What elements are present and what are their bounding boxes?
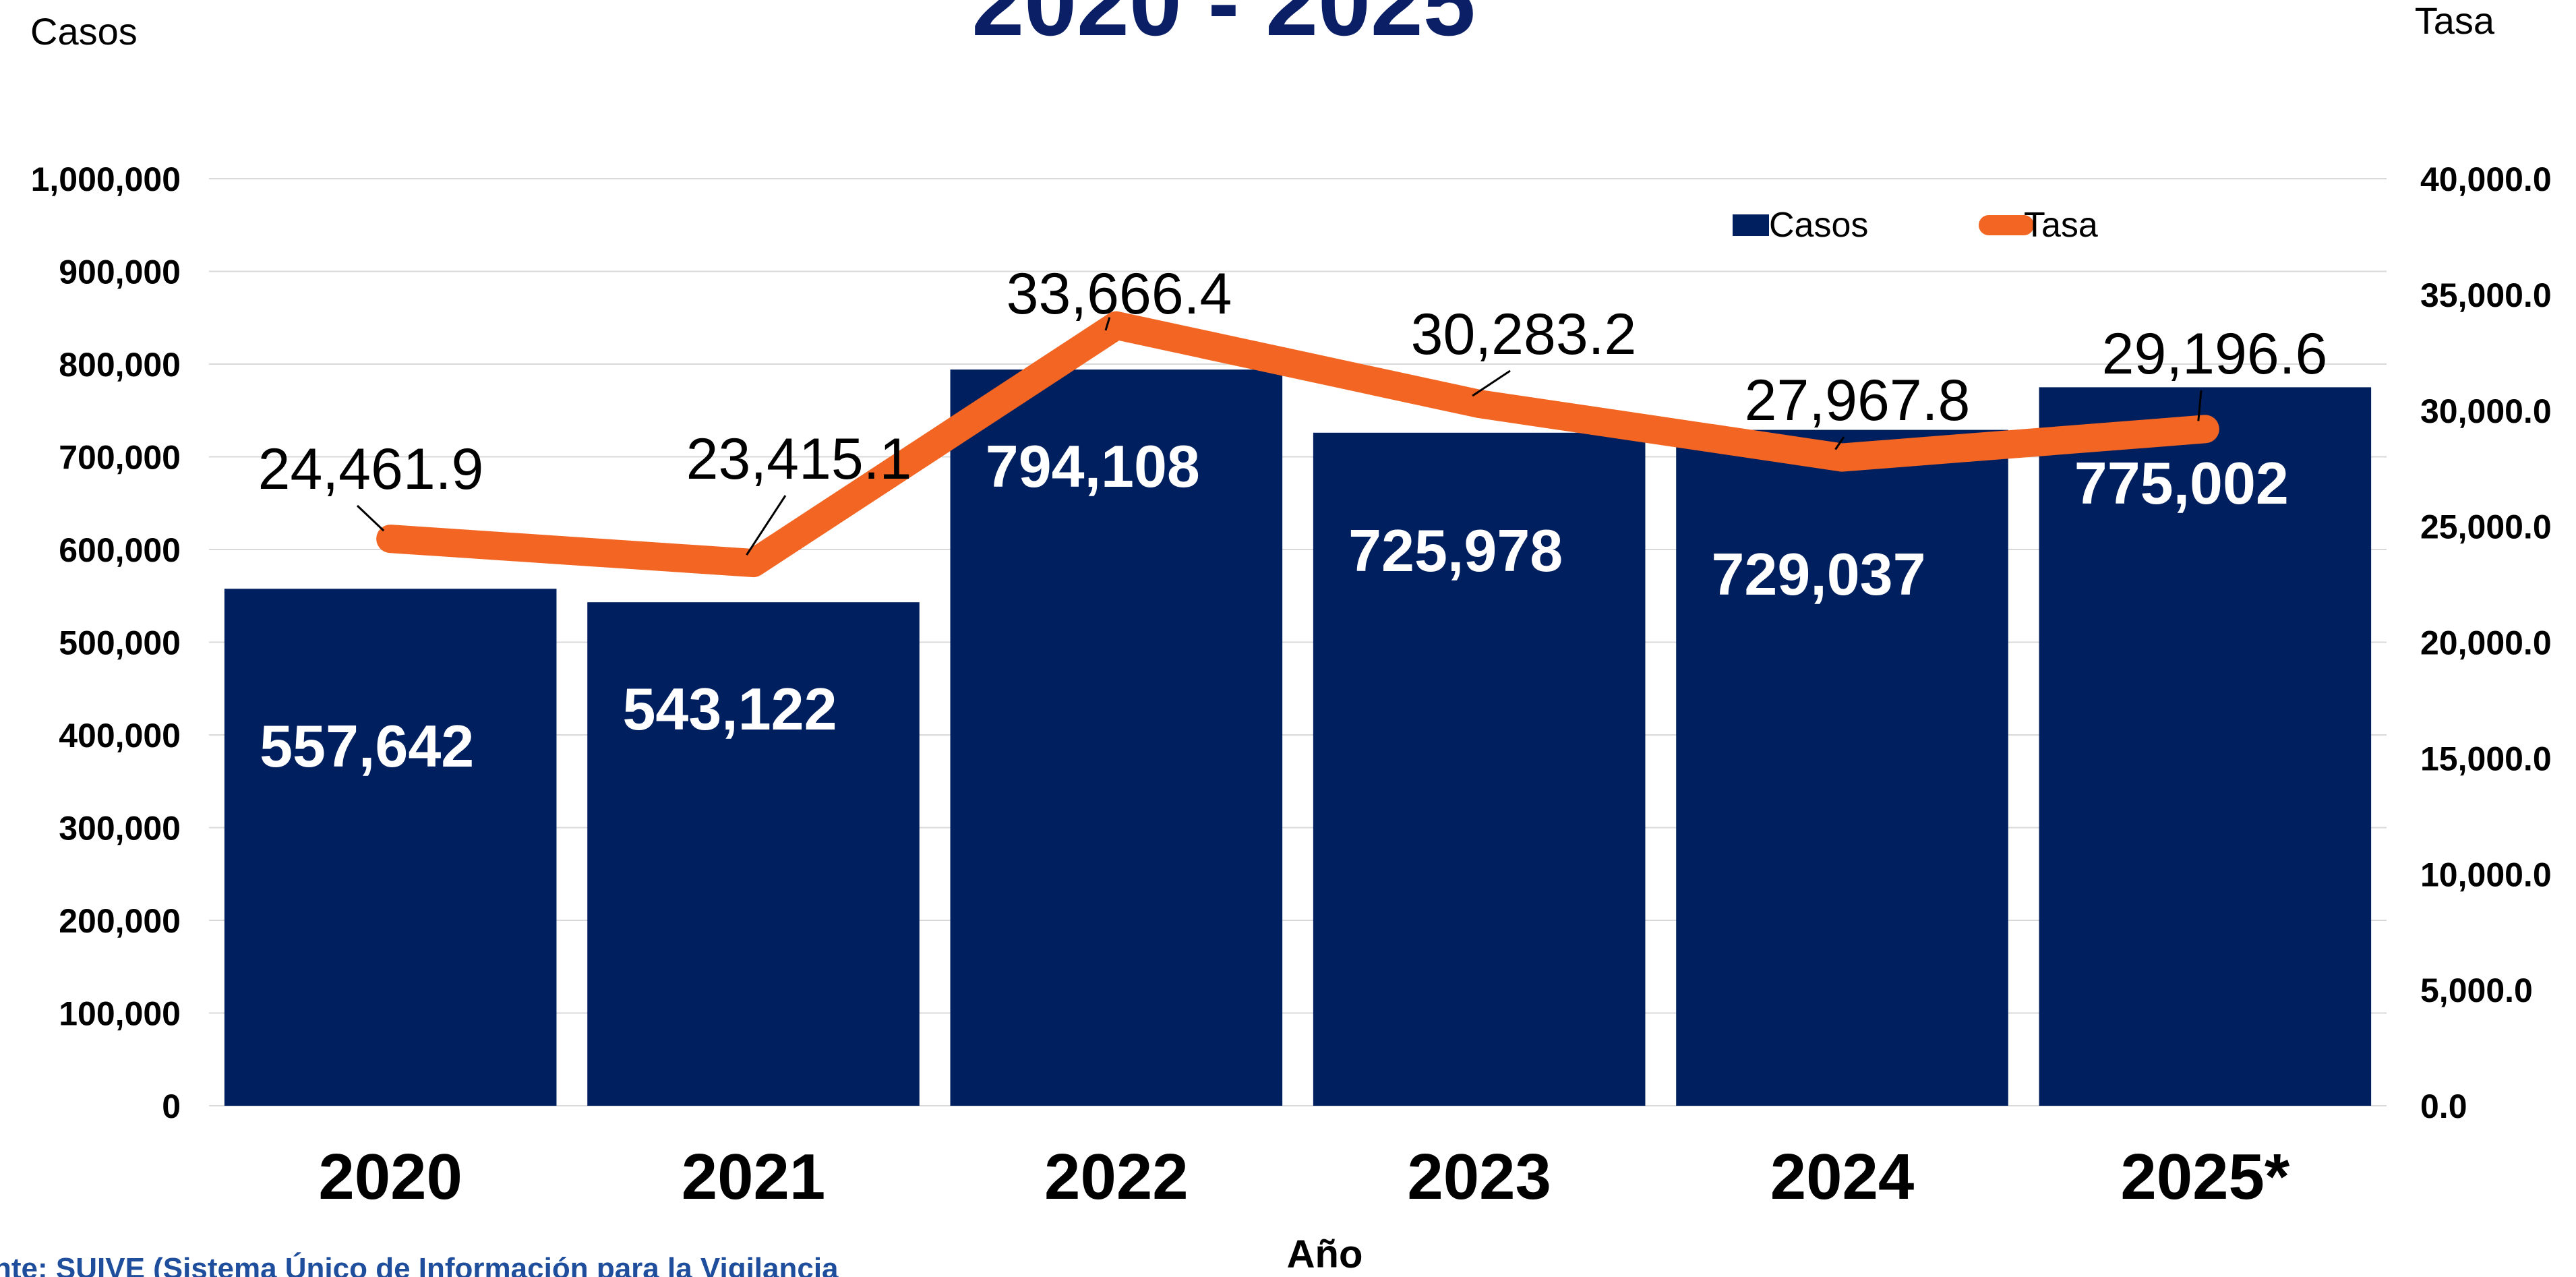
right-axis-ticks: 0.0 5,000.0 10,000.0 15,000.0 20,000.0 25,000… <box>2420 160 2552 1125</box>
bar-value-label: 557,642 <box>260 713 474 779</box>
bar-value-label: 794,108 <box>986 433 1200 500</box>
legend: Casos Tasa <box>1733 206 2098 245</box>
category-label: 2021 <box>682 1141 826 1213</box>
left-tick-label: 1,000,000 <box>31 160 181 198</box>
right-tick-label: 25,000.0 <box>2420 508 2552 546</box>
rate-value-label: 27,967.8 <box>1745 368 1971 433</box>
bar-value-label: 543,122 <box>622 676 837 742</box>
bar <box>587 602 920 1106</box>
rate-label-leader <box>2197 390 2203 421</box>
right-tick-label: 0.0 <box>2420 1088 2467 1125</box>
rate-series-line <box>376 311 2219 578</box>
bar-labels: 557,642 543,122 794,108 725,978 729,037 775,0… <box>260 433 2289 779</box>
rate-label-leader <box>1104 317 1111 331</box>
source-note: nte: SUIVE (Sistema Único de Información… <box>0 1251 839 1277</box>
rate-label-leader <box>1834 436 1845 450</box>
bar-value-label: 725,978 <box>1348 517 1563 584</box>
legend-casos-swatch <box>1733 214 1769 236</box>
rate-line <box>376 311 2219 578</box>
right-tick-label: 20,000.0 <box>2420 624 2552 662</box>
bars <box>224 369 2372 1106</box>
legend-tasa-label: Tasa <box>2024 206 2098 245</box>
left-tick-label: 500,000 <box>59 624 181 662</box>
right-tick-label: 30,000.0 <box>2420 392 2552 430</box>
left-tick-label: 900,000 <box>59 254 181 291</box>
bar-value-label: 729,037 <box>1711 541 1925 607</box>
left-tick-label: 300,000 <box>59 810 181 848</box>
rate-value-label: 33,666.4 <box>1007 262 1232 326</box>
left-tick-label: 100,000 <box>59 995 181 1033</box>
right-tick-label: 15,000.0 <box>2420 740 2552 777</box>
category-label: 2020 <box>318 1141 462 1213</box>
left-tick-label: 700,000 <box>59 439 181 477</box>
rate-value-label: 30,283.2 <box>1411 302 1637 367</box>
bar <box>950 369 1283 1106</box>
bar <box>1676 429 2008 1106</box>
right-tick-label: 40,000.0 <box>2420 160 2552 198</box>
left-tick-label: 200,000 <box>59 902 181 940</box>
rate-value-label: 24,461.9 <box>258 437 484 502</box>
rate-label-leader <box>356 504 385 532</box>
category-label: 2023 <box>1407 1141 1551 1213</box>
rate-label-leader <box>1472 369 1511 397</box>
right-tick-label: 35,000.0 <box>2420 276 2552 314</box>
bar <box>1313 432 1646 1106</box>
category-labels: 2020 2021 2022 2023 2024 2025* <box>318 1141 2290 1213</box>
rate-label-leader <box>746 495 787 556</box>
legend-casos-label: Casos <box>1769 206 1868 245</box>
right-axis-title: Tasa <box>2415 0 2495 42</box>
x-axis-title: Año <box>1287 1233 1363 1276</box>
right-tick-label: 10,000.0 <box>2420 856 2552 893</box>
left-axis-title: Casos <box>30 10 138 53</box>
rate-value-label: 29,196.6 <box>2102 322 2328 386</box>
chart-title: 2020 - 2025 <box>971 0 1475 55</box>
category-label: 2025* <box>2120 1141 2290 1213</box>
left-tick-label: 600,000 <box>59 531 181 569</box>
category-label: 2024 <box>1770 1141 1915 1213</box>
left-tick-label: 400,000 <box>59 717 181 754</box>
bar <box>2039 387 2372 1106</box>
left-axis-ticks: 0 100,000 200,000 300,000 400,000 500,000 600,… <box>31 160 181 1125</box>
rate-value-label: 23,415.1 <box>686 427 912 492</box>
left-tick-label: 800,000 <box>59 346 181 384</box>
rate-labels: 24,461.9 23,415.1 33,666.4 30,283.2 27,967.8… <box>258 262 2328 556</box>
bar-value-label: 775,002 <box>2074 450 2289 516</box>
bar <box>224 589 557 1106</box>
right-tick-label: 5,000.0 <box>2420 972 2533 1009</box>
left-tick-label: 0 <box>162 1088 181 1125</box>
category-label: 2022 <box>1044 1141 1189 1213</box>
